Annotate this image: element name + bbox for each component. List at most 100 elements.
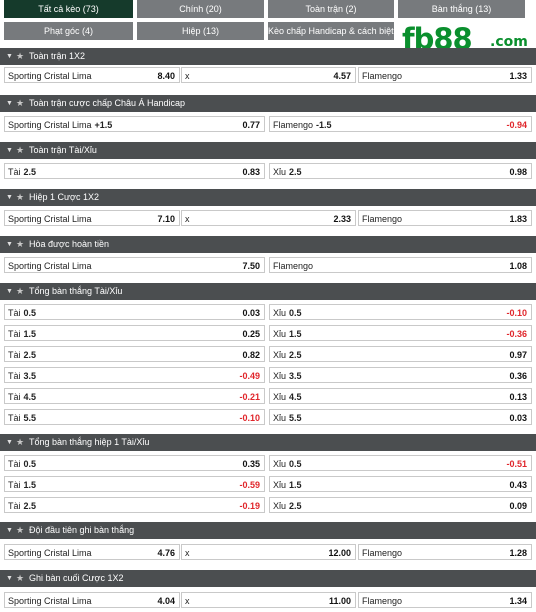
selection-label: Tài 2.5 (8, 350, 37, 360)
market-header[interactable]: ▼ ★ Toàn trận Tài/Xỉu (0, 142, 536, 159)
selection-label: Flamengo -1.5 (273, 120, 332, 130)
odds-cell[interactable]: Xỉu 0.5 -0.51 (269, 455, 532, 471)
odds-cell[interactable]: Xỉu 5.5 0.03 (269, 409, 532, 425)
odds-cell[interactable]: Xỉu 2.5 0.09 (269, 497, 532, 513)
chevron-down-icon[interactable]: ▼ (6, 288, 13, 295)
odds-cell[interactable]: Xỉu 2.5 0.98 (269, 163, 532, 179)
odds-cell[interactable]: Flamengo 1.08 (269, 257, 532, 273)
odds-cell[interactable]: Xỉu 1.5 -0.36 (269, 325, 532, 341)
market-title: Toàn trận 1X2 (29, 51, 86, 61)
odds-cell[interactable]: Xỉu 1.5 0.43 (269, 476, 532, 492)
odds-cell[interactable]: Xỉu 3.5 0.36 (269, 367, 532, 383)
odds-cell[interactable]: Flamengo 1.28 (358, 544, 532, 560)
star-icon[interactable]: ★ (16, 573, 25, 583)
star-icon[interactable]: ★ (16, 98, 25, 108)
handicap-value: 0.5 (23, 459, 37, 469)
market-header[interactable]: ▼ ★ Đội đầu tiên ghi bàn thắng (0, 522, 536, 539)
selection-label: Sporting Cristal Lima (8, 548, 92, 558)
market-header[interactable]: ▼ ★ Toàn trận 1X2 (0, 48, 536, 65)
odds-cell[interactable]: Tài 2.5 -0.19 (4, 497, 265, 513)
market-title: Tổng bàn thắng Tài/Xỉu (29, 286, 123, 296)
market-header[interactable]: ▼ ★ Ghi bàn cuối Cược 1X2 (0, 570, 536, 587)
chevron-down-icon[interactable]: ▼ (6, 241, 13, 248)
odds-value: 11.00 (328, 596, 351, 606)
odds-cell[interactable]: Sporting Cristal Lima 8.40 (4, 67, 180, 83)
chevron-down-icon[interactable]: ▼ (6, 100, 13, 107)
odds-value: 0.09 (509, 501, 527, 511)
market-title: Đội đầu tiên ghi bàn thắng (29, 525, 135, 535)
selection-label: Tài 4.5 (8, 392, 37, 402)
star-icon[interactable]: ★ (16, 437, 25, 447)
market-header[interactable]: ▼ ★ Hiệp 1 Cược 1X2 (0, 189, 536, 206)
star-icon[interactable]: ★ (16, 239, 25, 249)
tab-3[interactable]: Toàn trận (2) (268, 0, 394, 18)
odds-cell[interactable]: Tài 2.5 0.82 (4, 346, 265, 362)
handicap-value: 3.5 (289, 371, 302, 381)
star-icon[interactable]: ★ (16, 525, 25, 535)
chevron-down-icon[interactable]: ▼ (6, 527, 13, 534)
odds-value: -0.51 (506, 459, 527, 469)
odds-cell[interactable]: Flamengo 1.83 (358, 210, 532, 226)
odds-cell[interactable]: Tài 0.5 0.03 (4, 304, 265, 320)
odds-cell[interactable]: Tài 4.5 -0.21 (4, 388, 265, 404)
odds-cell[interactable]: Flamengo 1.33 (358, 67, 532, 83)
odds-cell[interactable]: Xỉu 4.5 0.13 (269, 388, 532, 404)
odds-cell[interactable]: Tài 5.5 -0.10 (4, 409, 265, 425)
handicap-value: 5.5 (289, 413, 302, 423)
odds-cell[interactable]: Tài 3.5 -0.49 (4, 367, 265, 383)
odds-value: 0.98 (509, 167, 527, 177)
odds-cell[interactable]: Tài 0.5 0.35 (4, 455, 265, 471)
chevron-down-icon[interactable]: ▼ (6, 439, 13, 446)
chevron-down-icon[interactable]: ▼ (6, 147, 13, 154)
odds-cell[interactable]: x 2.33 (181, 210, 356, 226)
odds-cell[interactable]: Sporting Cristal Lima 4.76 (4, 544, 180, 560)
odds-cell[interactable]: Xỉu 0.5 -0.10 (269, 304, 532, 320)
handicap-value: 0.5 (289, 308, 302, 318)
logo-domain: .com (490, 34, 528, 50)
tab-7[interactable]: Kèo chấp Handicap & cách biệt (1) (268, 22, 394, 40)
tab-6[interactable]: Hiệp (13) (137, 22, 264, 40)
selection-label: Tài 0.5 (8, 308, 37, 318)
odds-value: -0.36 (506, 329, 527, 339)
tab-1[interactable]: Tất cả kèo (73) (4, 0, 133, 18)
odds-cell[interactable]: Tài 1.5 -0.59 (4, 476, 265, 492)
odds-cell[interactable]: x 12.00 (181, 544, 356, 560)
star-icon[interactable]: ★ (16, 192, 25, 202)
chevron-down-icon[interactable]: ▼ (6, 575, 13, 582)
tab-4[interactable]: Bàn thắng (13) (398, 0, 525, 18)
chevron-down-icon[interactable]: ▼ (6, 53, 13, 60)
handicap-value: 1.5 (289, 480, 302, 490)
selection-label: Sporting Cristal Lima (8, 214, 92, 224)
odds-cell[interactable]: Flamengo -1.5 -0.94 (269, 116, 532, 132)
handicap-value: 2.5 (23, 350, 37, 360)
odds-cell[interactable]: Tài 1.5 0.25 (4, 325, 265, 341)
odds-cell[interactable]: Sporting Cristal Lima 7.10 (4, 210, 180, 226)
star-icon[interactable]: ★ (16, 286, 25, 296)
market-title: Toàn trận Tài/Xỉu (29, 145, 97, 155)
star-icon[interactable]: ★ (16, 145, 25, 155)
odds-cell[interactable]: Tài 2.5 0.83 (4, 163, 265, 179)
odds-cell[interactable]: Flamengo 1.34 (358, 592, 532, 608)
market-header[interactable]: ▼ ★ Hòa được hoàn tiền (0, 236, 536, 253)
odds-cell[interactable]: Sporting Cristal Lima +1.5 0.77 (4, 116, 265, 132)
selection-label: Xỉu 2.5 (273, 501, 302, 511)
odds-value: 0.25 (242, 329, 260, 339)
market-header[interactable]: ▼ ★ Tổng bàn thắng hiệp 1 Tài/Xỉu (0, 434, 536, 451)
odds-cell[interactable]: x 11.00 (181, 592, 356, 608)
odds-cell[interactable]: Sporting Cristal Lima 4.04 (4, 592, 180, 608)
odds-value: -0.49 (239, 371, 260, 381)
tab-5[interactable]: Phạt góc (4) (4, 22, 133, 40)
tab-2[interactable]: Chính (20) (137, 0, 264, 18)
chevron-down-icon[interactable]: ▼ (6, 194, 13, 201)
handicap-value: 1.5 (23, 329, 37, 339)
odds-cell[interactable]: Sporting Cristal Lima 7.50 (4, 257, 265, 273)
selection-label: x (185, 596, 190, 606)
market-header[interactable]: ▼ ★ Tổng bàn thắng Tài/Xỉu (0, 283, 536, 300)
selection-label: Xỉu 1.5 (273, 329, 302, 339)
odds-value: 1.83 (509, 214, 527, 224)
market-header[interactable]: ▼ ★ Toàn trận cược chấp Châu Á Handicap (0, 95, 536, 112)
star-icon[interactable]: ★ (16, 51, 25, 61)
odds-value: 12.00 (328, 548, 351, 558)
odds-cell[interactable]: x 4.57 (181, 67, 356, 83)
odds-cell[interactable]: Xỉu 2.5 0.97 (269, 346, 532, 362)
